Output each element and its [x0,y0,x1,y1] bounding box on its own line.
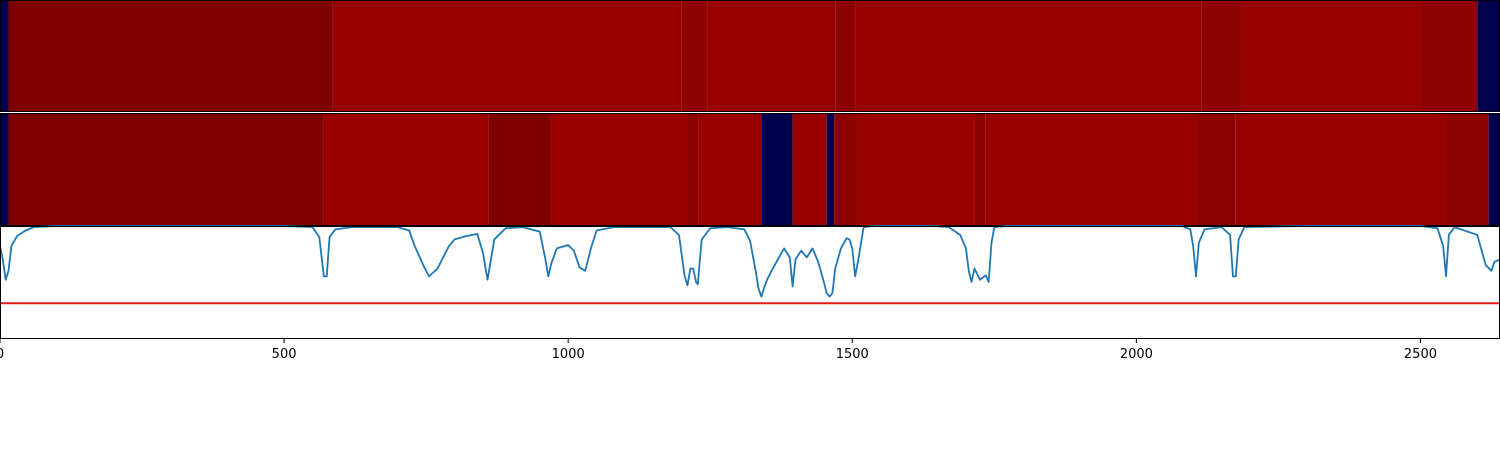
heatmap-bottom-segment-2 [323,114,489,225]
heatmap-bottom-segment-13 [985,114,1197,225]
x-tick-label: 2500 [1404,347,1437,362]
heatmap-top-segment-8 [1241,1,1421,111]
heatmap-top-segment-5 [835,1,856,111]
heatmap-bottom-segment-9 [826,114,835,225]
heatmap-top-segment-2 [332,1,682,111]
heatmap-bottom-segment-6 [698,114,762,225]
heatmap-bottom [0,114,1500,225]
x-tick-label: 1500 [836,347,869,362]
heatmap-bottom-segment-10 [834,114,858,225]
heatmap-bottom-segment-3 [488,114,550,225]
heatmap-top-segment-7 [1201,1,1242,111]
heatmap-top-segment-6 [855,1,1202,111]
heatmap-bottom-segment-1 [8,114,324,225]
heatmap-bottom-segment-17 [1488,114,1500,225]
heatmap-bottom-segment-7 [761,114,793,225]
heatmap-bottom-segment-11 [857,114,975,225]
heatmap-bottom-segment-4 [550,114,688,225]
x-tick-label: 0 [0,347,4,362]
series-line [0,225,1500,298]
heatmap-bottom-segment-15 [1235,114,1447,225]
heatmap-bottom-segment-12 [974,114,986,225]
line-panel [0,225,1500,305]
heatmap-top-segment-3 [681,1,708,111]
x-tick-label: 500 [272,347,297,362]
heatmap-top-segment-0 [0,1,9,111]
heatmap-bottom-segment-0 [0,114,9,225]
heatmap-bottom-segment-14 [1196,114,1236,225]
heatmap-top [0,1,1500,111]
x-tick-label: 2000 [1120,347,1153,362]
heatmap-bottom-segment-5 [687,114,699,225]
heatmap-top-segment-10 [1477,1,1500,111]
heatmap-top-segment-9 [1420,1,1478,111]
heatmap-top-segment-1 [8,1,333,111]
heatmap-bottom-segment-16 [1446,114,1489,225]
heatmap-bottom-segment-8 [792,114,827,225]
x-tick-label: 1000 [552,347,585,362]
heatmap-top-segment-4 [707,1,836,111]
x-axis: 0 500 1000 1500 2000 2500 [0,339,1437,362]
